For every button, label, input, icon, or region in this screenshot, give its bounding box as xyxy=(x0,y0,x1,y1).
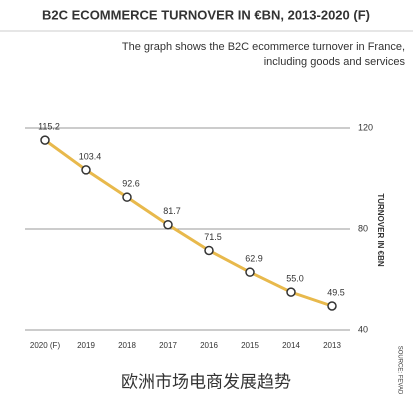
x-tick-label: 2013 xyxy=(323,341,341,350)
point xyxy=(163,219,173,230)
subtitle: including goods and services xyxy=(264,56,406,68)
point xyxy=(327,301,337,311)
y-axis-label: TURNOVER IN €BN xyxy=(376,193,385,267)
x-tick-label: 2016 xyxy=(200,341,218,350)
data-label: 81.7 xyxy=(163,206,181,216)
point xyxy=(245,267,255,277)
y-tick-label: 120 xyxy=(358,122,373,132)
chart-title: B2C ECOMMERCE TURNOVER IN €BN, 2013-2020… xyxy=(42,7,370,22)
point xyxy=(40,135,50,145)
x-tick-label: 2018 xyxy=(118,341,136,350)
caption: 欧洲市场电商发展趋势 xyxy=(121,372,291,391)
data-label: 71.5 xyxy=(204,232,222,242)
y-tick-label: 40 xyxy=(358,324,368,334)
x-tick-label: 2015 xyxy=(241,341,259,350)
source: SOURCE: FEVAD xyxy=(396,346,402,395)
data-label: 62.9 xyxy=(245,254,263,264)
data-label: 55.0 xyxy=(286,274,304,284)
point xyxy=(81,165,91,175)
data-label: 92.6 xyxy=(122,179,140,189)
line xyxy=(44,138,333,308)
subtitle: The graph shows the B2C ecommerce turnov… xyxy=(122,41,405,53)
point xyxy=(122,192,132,202)
point xyxy=(204,245,214,256)
y-tick-label: 80 xyxy=(358,223,368,233)
x-tick-label: 2017 xyxy=(159,341,177,350)
data-label: 115.2 xyxy=(38,121,60,131)
x-tick-label: 2020 (F) xyxy=(30,341,61,350)
x-tick-label: 2014 xyxy=(282,341,300,350)
data-label: 49.5 xyxy=(327,287,345,297)
x-tick-label: 2019 xyxy=(77,341,95,350)
data-label: 103.4 xyxy=(79,151,102,161)
point xyxy=(286,287,296,297)
